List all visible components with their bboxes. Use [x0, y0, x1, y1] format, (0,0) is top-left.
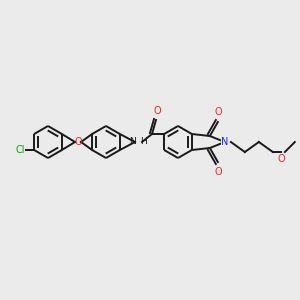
Text: O: O	[214, 167, 222, 177]
Text: O: O	[277, 154, 285, 164]
Text: O: O	[153, 106, 161, 116]
Text: O: O	[74, 137, 82, 147]
Text: N: N	[221, 137, 229, 147]
Text: Cl: Cl	[16, 145, 25, 155]
Text: O: O	[214, 107, 222, 117]
Text: N: N	[129, 137, 136, 146]
Text: H: H	[140, 137, 147, 146]
